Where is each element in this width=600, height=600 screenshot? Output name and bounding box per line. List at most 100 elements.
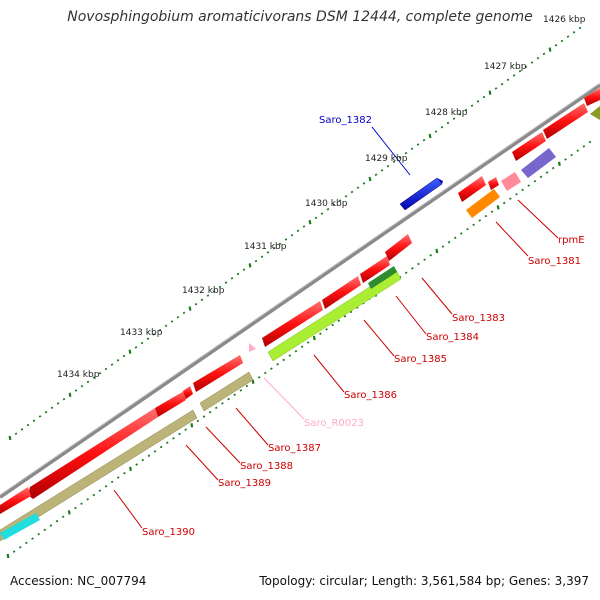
gene-label-rpme[interactable]: rpmE [558, 235, 585, 246]
cds-saro-1389[interactable] [155, 391, 186, 417]
gene-label-saro-1383[interactable]: Saro_1383 [452, 313, 505, 324]
tick-dot [509, 197, 512, 200]
tick-dot [128, 349, 132, 354]
tick-dot [158, 328, 162, 332]
feature-cyan[interactable] [0, 513, 40, 540]
tick-dot [325, 328, 328, 331]
tick-dot [518, 69, 522, 73]
tick-dot [260, 255, 264, 258]
tick-dot [288, 354, 292, 357]
tick-dot [423, 258, 426, 261]
tick-dot [308, 220, 312, 225]
tick-dot [104, 485, 108, 488]
gene-label-saro-1385[interactable]: Saro_1385 [394, 354, 447, 365]
tick-dot [37, 533, 40, 536]
gene-label-saro-1382[interactable]: Saro_1382 [319, 115, 372, 126]
tick-dot [350, 190, 354, 194]
feature-green-1385[interactable] [267, 269, 402, 362]
tick-dot [218, 285, 222, 289]
cds-saro-1390[interactable] [28, 408, 158, 499]
tick-dot [178, 432, 181, 436]
tick-dot [272, 246, 276, 250]
tick-dot [548, 47, 552, 52]
tick-dot [536, 57, 540, 60]
tick-dot [446, 121, 450, 125]
gene-label-saro-r0023[interactable]: Saro_R0023 [304, 418, 364, 429]
tick-dot [488, 90, 492, 95]
tick-dot [312, 335, 316, 341]
tick-dot [135, 463, 138, 466]
tick-dot [500, 82, 504, 86]
tick-dot [386, 164, 390, 168]
tick-dot [560, 39, 564, 43]
tick-dot [56, 402, 60, 405]
gene-label-saro-1389[interactable]: Saro_1389 [218, 478, 271, 489]
tick-dot [74, 389, 78, 392]
tick-dot [460, 232, 463, 235]
gene-label-saro-1387[interactable]: Saro_1387 [268, 443, 321, 454]
feature-olive-1389[interactable] [199, 371, 254, 412]
cds-rpme[interactable] [488, 177, 499, 190]
tick-label: 1430 kbp [305, 199, 348, 209]
cds-upstream-b[interactable] [543, 103, 588, 139]
tick-dot [478, 219, 481, 222]
tick-dot [356, 186, 360, 189]
tick-dot [153, 450, 157, 453]
tick-dot [50, 406, 54, 409]
cds-saro-1386[interactable] [262, 301, 323, 347]
cds-upstream-c[interactable] [584, 88, 600, 106]
cds-saro-1388[interactable] [183, 386, 193, 399]
tick-dot [453, 236, 457, 240]
tick-label: 1429 kbp [365, 154, 408, 164]
tick-dot [68, 392, 72, 398]
tick-dot [86, 380, 90, 384]
tick-dot [92, 493, 96, 497]
tick-dot [38, 415, 42, 418]
gene-labels: Saro_1382 rpmE Saro_1381 Saro_1383 Saro_… [142, 115, 585, 538]
feature-purple[interactable] [521, 148, 556, 178]
cds-left-edge[interactable] [0, 487, 31, 514]
cds-saro-1384[interactable] [360, 256, 390, 283]
tick-dot [18, 546, 22, 549]
rna-saro-r0023[interactable] [249, 343, 256, 352]
tick-dot [570, 153, 573, 157]
cds-upstream-a[interactable] [512, 132, 546, 161]
tick-dot [170, 320, 174, 323]
tick-dot [521, 188, 524, 192]
gene-label-saro-1388[interactable]: Saro_1388 [240, 461, 293, 472]
tick-dot [264, 371, 267, 375]
tick-dot [140, 341, 144, 345]
tick-dot [302, 225, 306, 228]
gene-label-saro-1390[interactable]: Saro_1390 [142, 527, 195, 538]
tick-dot [116, 359, 120, 362]
feature-olive-top-right[interactable] [590, 106, 600, 120]
outer-tick-dots [8, 26, 582, 441]
cds-saro-1387[interactable] [193, 355, 243, 392]
tick-dot [542, 52, 546, 56]
tick-dot [319, 332, 322, 335]
leader-lines [113, 126, 559, 529]
feature-orange-1381[interactable] [466, 189, 500, 218]
tick-dot [539, 175, 543, 179]
tick-dot [374, 173, 378, 176]
cds-saro-1381[interactable] [458, 176, 486, 202]
tick-dot [134, 346, 138, 349]
cds-saro-1385[interactable] [322, 276, 361, 309]
feature-olive-1390[interactable] [0, 409, 198, 542]
gene-label-saro-1386[interactable]: Saro_1386 [344, 390, 397, 401]
tick-dot [117, 476, 120, 479]
tick-dot [458, 113, 462, 116]
cds-saro-1383[interactable] [385, 234, 412, 261]
feature-saro-1382[interactable] [399, 177, 443, 211]
tick-dot [194, 303, 198, 306]
inner-tick-dots [6, 140, 592, 559]
tick-labels: 1426 kbp 1427 kbp 1428 kbp 1429 kbp 1430… [57, 15, 586, 380]
tick-dot [417, 262, 420, 266]
feature-darkgreen-1384[interactable] [368, 266, 397, 289]
tick-dot [524, 65, 528, 69]
tick-dot [31, 537, 34, 540]
feature-pink-rpme[interactable] [501, 172, 521, 191]
tick-dot [337, 319, 341, 322]
gene-label-saro-1384[interactable]: Saro_1384 [426, 332, 479, 343]
gene-label-saro-1381[interactable]: Saro_1381 [528, 256, 581, 267]
